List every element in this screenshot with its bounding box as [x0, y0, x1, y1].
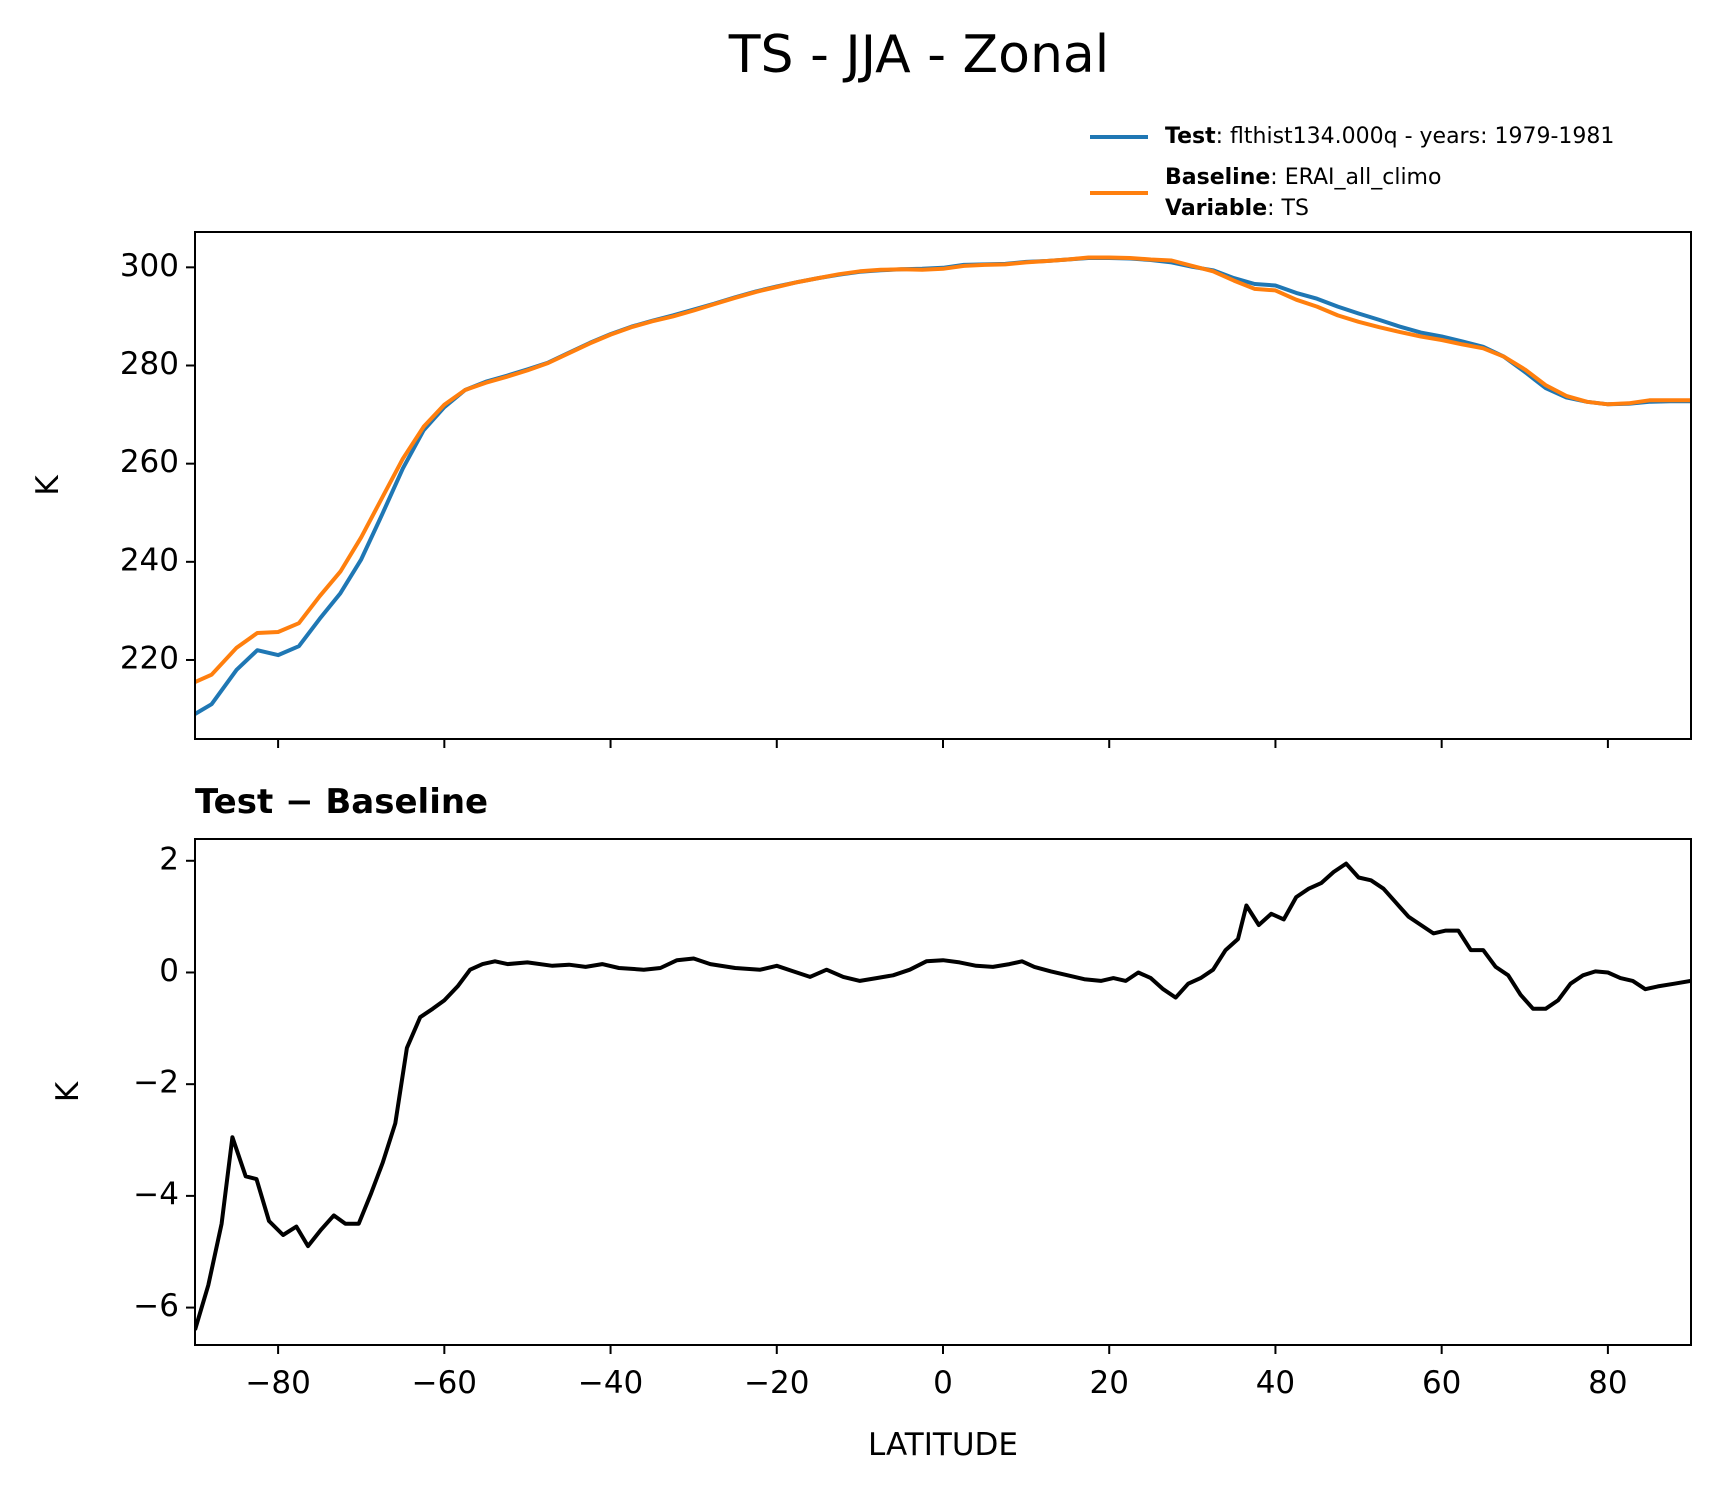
y-tick-label: −6 — [133, 1288, 179, 1324]
y-tick-label: 260 — [120, 444, 179, 480]
legend-name: Baseline — [1165, 165, 1270, 190]
data-line — [195, 861, 1691, 1331]
data-line — [195, 255, 1691, 684]
x-tick-label: 80 — [1588, 1365, 1627, 1401]
y-tick-label: −4 — [133, 1176, 179, 1212]
x-tick-label: −20 — [744, 1365, 809, 1401]
y-tick-label: 220 — [120, 640, 179, 676]
subplot-title: Test − Baseline — [195, 782, 488, 822]
axes-frame — [194, 231, 1692, 740]
legend-name: Test — [1165, 124, 1216, 149]
y-tick-label: 280 — [120, 346, 179, 382]
y-tick-label: 240 — [120, 542, 179, 578]
legend-name: Variable — [1165, 196, 1267, 221]
x-tick-label: −80 — [245, 1365, 310, 1401]
x-tick-label: 20 — [1089, 1365, 1128, 1401]
x-tick-label: 60 — [1422, 1365, 1461, 1401]
legend-entry: Variable: TS — [1165, 196, 1309, 221]
x-axis-label: LATITUDE — [868, 1427, 1018, 1463]
y-tick-label: 300 — [120, 248, 179, 284]
y-tick-label: 2 — [159, 841, 179, 877]
legend-description: : TS — [1267, 196, 1309, 221]
x-tick-label: −60 — [412, 1365, 477, 1401]
figure-title: TS - JJA - Zonal — [728, 25, 1109, 85]
x-tick-label: 40 — [1256, 1365, 1295, 1401]
y-axis-label: K — [30, 475, 66, 496]
legend-description: : ERAI_all_climo — [1270, 165, 1441, 190]
legend-entry: Test: flthist134.000q - years: 1979-1981 — [1165, 124, 1614, 149]
y-tick-label: 0 — [159, 953, 179, 989]
x-tick-label: 0 — [933, 1365, 953, 1401]
legend-description: : flthist134.000q - years: 1979-1981 — [1216, 124, 1615, 149]
y-axis-label: K — [50, 1081, 86, 1102]
legend-entry: Baseline: ERAI_all_climo — [1165, 165, 1441, 190]
y-tick-label: −2 — [133, 1065, 179, 1101]
x-tick-label: −40 — [578, 1365, 643, 1401]
axes-frame — [194, 838, 1692, 1346]
